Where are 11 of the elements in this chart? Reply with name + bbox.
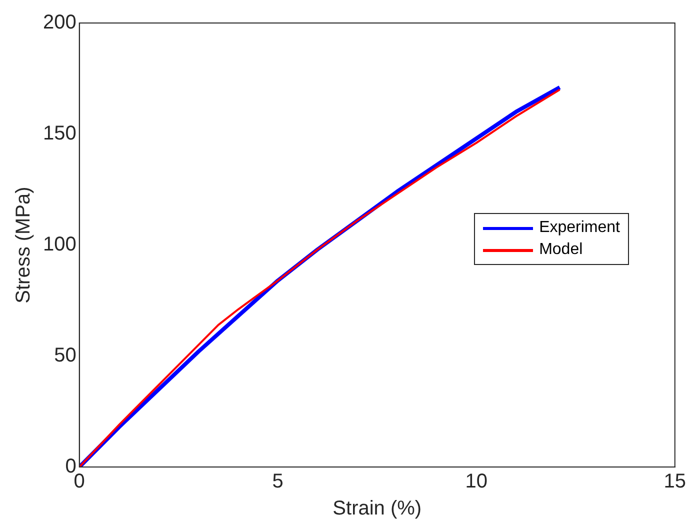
- y-tick-label: 50: [54, 344, 76, 367]
- y-tick-label: 200: [42, 12, 76, 34]
- y-tick-label: 100: [42, 234, 76, 256]
- legend-label: Experiment: [539, 218, 620, 238]
- x-tick-label: 5: [272, 470, 284, 493]
- x-axis-title: Strain (%): [332, 498, 422, 520]
- y-tick-label: 150: [42, 122, 76, 145]
- x-tick-label: 10: [465, 470, 488, 493]
- legend-label: Model: [539, 240, 583, 260]
- y-axis-title: Stress (MPa): [12, 186, 35, 304]
- x-tick-label: 15: [664, 470, 686, 493]
